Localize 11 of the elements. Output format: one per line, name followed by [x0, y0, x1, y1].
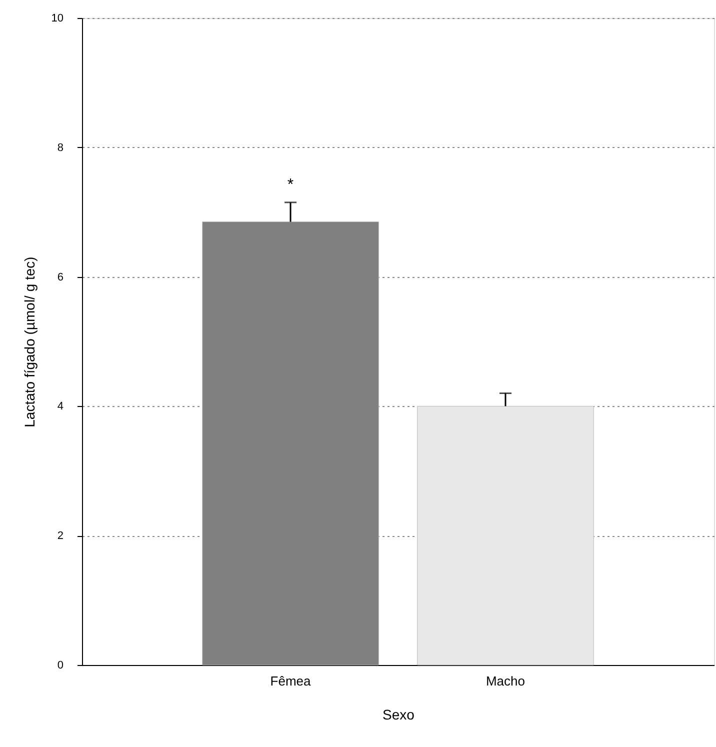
- y-tick-label: 2: [57, 530, 64, 542]
- annotation: *: [287, 176, 294, 194]
- y-tick-label: 4: [57, 400, 64, 413]
- x-tick-label: Macho: [486, 674, 525, 688]
- y-tick-label: 6: [57, 271, 64, 284]
- y-tick-label: 10: [51, 12, 64, 24]
- x-tick-label: Fêmea: [270, 674, 312, 688]
- x-axis-title: Sexo: [382, 706, 415, 722]
- y-axis-title: Lactato fígado (µmol/ g tec): [21, 256, 38, 428]
- y-tick-label: 0: [57, 660, 64, 672]
- y-tick-label: 8: [57, 142, 64, 154]
